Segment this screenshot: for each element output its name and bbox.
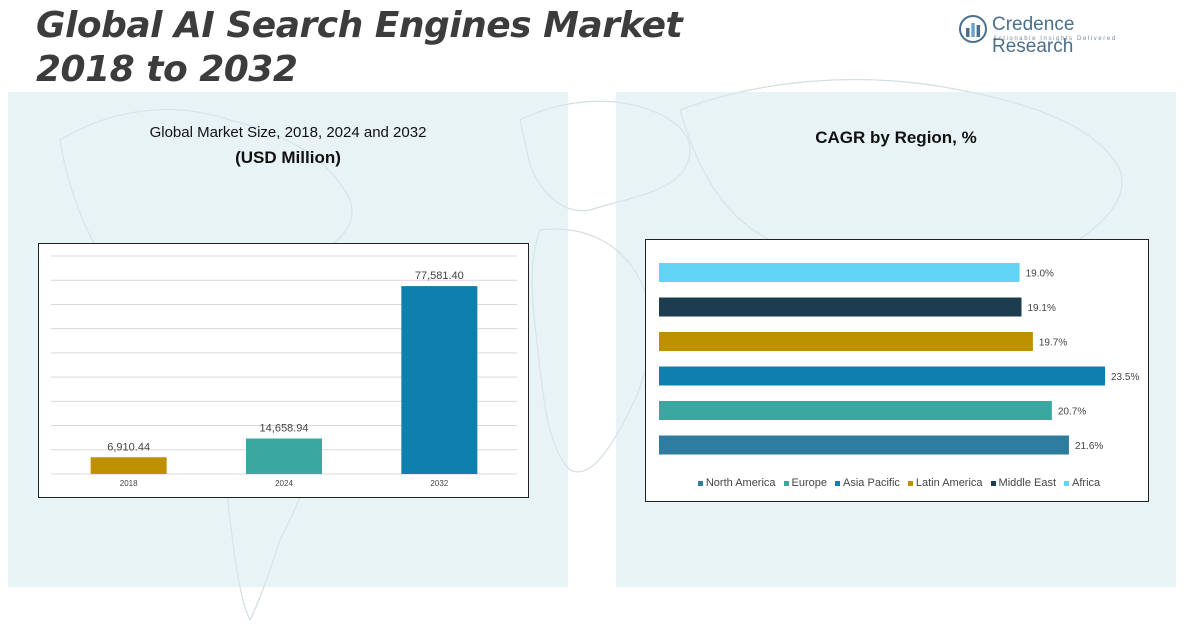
x-tick-label: 2024 (275, 479, 293, 488)
cagr-chart-title: CAGR by Region, % (815, 128, 977, 147)
market-size-chart-title: Global Market Size, 2018, 2024 and 2032 (149, 124, 427, 141)
legend-label: Africa (1072, 477, 1101, 489)
legend-item: Latin America (907, 477, 983, 489)
hbar-value-label: 19.1% (1027, 303, 1055, 314)
hbar-value-label: 21.6% (1075, 441, 1103, 452)
legend-swatch (835, 480, 841, 486)
legend-label: Asia Pacific (843, 477, 900, 489)
title-line-1: Global AI Search Engines Market (36, 5, 683, 46)
legend-item: Africa (1064, 477, 1100, 489)
legend-swatch (907, 480, 913, 486)
bar-2032 (401, 286, 478, 474)
legend-item: North America (697, 477, 776, 489)
legend-item: Europe (783, 477, 828, 489)
hbar-africa (659, 263, 1020, 282)
bar-chart-logo-icon (959, 15, 987, 43)
market-size-chart-unit: (USD Million) (235, 148, 341, 167)
hbar-north-america (659, 435, 1069, 455)
legend-swatch (990, 480, 996, 486)
hbar-value-label: 20.7% (1058, 407, 1086, 418)
cagr-chart-svg: 21.6% 20.7% 23.5% 19.7% 19.1% 19.0% (659, 263, 1139, 455)
cagr-chart: 21.6% 20.7% 23.5% 19.7% 19.1% 19.0% North Ame… (645, 239, 1149, 502)
legend-swatch (783, 480, 789, 486)
legend-label: Europe (791, 477, 828, 489)
brand-name: Credence Research (992, 14, 1075, 57)
hbar-latin-america (659, 332, 1033, 351)
legend-label: Middle East (998, 477, 1057, 489)
hbar-europe (659, 401, 1052, 420)
cagr-legend: North America Europe Asia Pacific Latin Ame… (679, 477, 1119, 489)
market-size-chart-svg: 6,910.44 2018 14,658.94 2024 77,581.40 2032 (51, 255, 517, 488)
legend-label: North America (705, 477, 776, 489)
hbar-value-label: 19.7% (1039, 338, 1067, 349)
hbar-value-label: 23.5% (1111, 372, 1139, 383)
legend-item: Middle East (990, 477, 1057, 489)
bar-value-label: 14,658.94 (260, 422, 309, 434)
hbar-asia-pacific (659, 366, 1105, 386)
brand-logo: Credence Research Actionable Insights De… (958, 12, 1158, 57)
legend-swatch (1064, 480, 1070, 486)
page-title: Global AI Search Engines Market 2018 to … (36, 4, 683, 92)
brand-tagline: Actionable Insights Delivered (993, 36, 1117, 42)
bar-2024 (246, 438, 322, 474)
market-size-chart: 6,910.44 2018 14,658.94 2024 77,581.40 2032 (38, 243, 529, 498)
hbar-middle-east (659, 297, 1022, 317)
legend-item: Asia Pacific (835, 477, 900, 489)
bar-2018 (90, 457, 167, 474)
bar-value-label: 6,910.44 (107, 441, 150, 453)
x-tick-label: 2032 (430, 479, 448, 488)
x-tick-label: 2018 (120, 479, 138, 488)
legend-swatch (697, 480, 703, 486)
title-line-2: 2018 to 2032 (36, 49, 298, 90)
legend-label: Latin America (915, 477, 983, 489)
bar-value-label: 77,581.40 (415, 270, 464, 282)
hbar-value-label: 19.0% (1026, 269, 1054, 280)
